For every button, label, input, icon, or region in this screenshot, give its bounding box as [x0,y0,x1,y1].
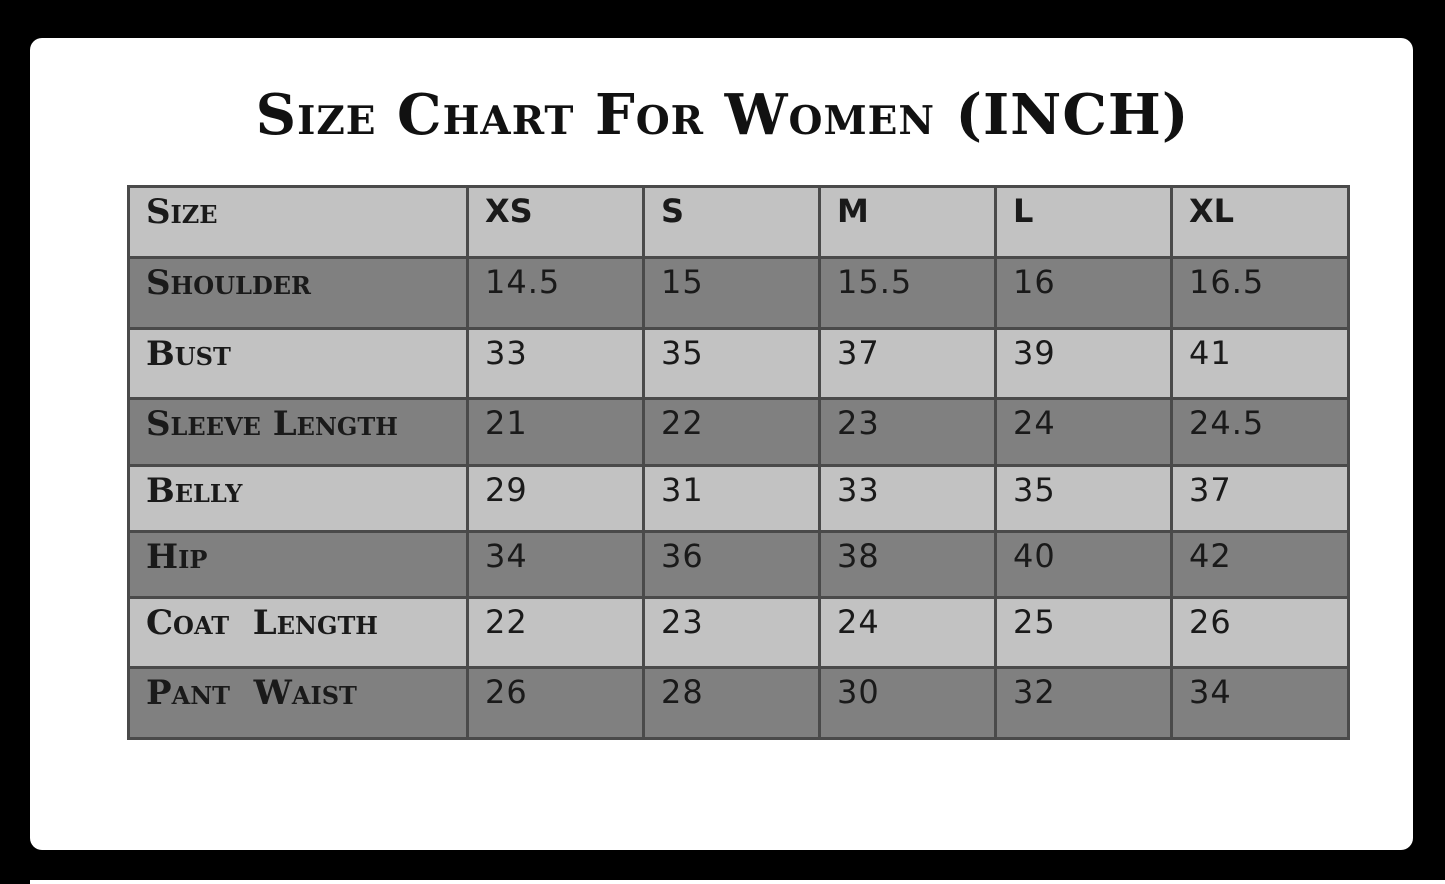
row-label: Shoulder [127,256,469,330]
value-cell: 37 [1170,464,1350,533]
value-cell: 41 [1170,327,1350,400]
value-cell: 24 [994,397,1173,467]
value-cell: 31 [642,464,821,533]
table-row: Pant Waist 26 28 30 32 34 [127,666,1350,740]
value-cell: 40 [994,530,1173,599]
value-cell: 38 [818,530,997,599]
value-cell: 15 [642,256,821,330]
table-row: Sleeve Length 21 22 23 24 24.5 [127,397,1350,467]
value-cell: 30 [818,666,997,740]
value-cell: 36 [642,530,821,599]
value-cell: 33 [818,464,997,533]
value-cell: 33 [466,327,645,400]
header-cell: XL [1170,185,1350,259]
value-cell: 21 [466,397,645,467]
header-cell: M [818,185,997,259]
value-cell: 14.5 [466,256,645,330]
value-cell: 22 [466,596,645,669]
header-row: Size XS S M L XL [127,185,1350,259]
chart-title: Size Chart For Women (INCH) [255,82,1190,148]
value-cell: 25 [994,596,1173,669]
table-row: Belly 29 31 33 35 37 [127,464,1350,533]
bottom-strip [30,880,1445,884]
size-table: Size XS S M L XL Shoulder 14.5 15 15.5 16 16.5 Bust 3… [127,185,1350,740]
value-cell: 26 [466,666,645,740]
value-cell: 37 [818,327,997,400]
header-cell: L [994,185,1173,259]
table-row: Bust 33 35 37 39 41 [127,327,1350,400]
row-label: Sleeve Length [127,397,469,467]
value-cell: 35 [642,327,821,400]
value-cell: 34 [466,530,645,599]
value-cell: 42 [1170,530,1350,599]
value-cell: 34 [1170,666,1350,740]
value-cell: 24 [818,596,997,669]
header-cell: XS [466,185,645,259]
value-cell: 39 [994,327,1173,400]
value-cell: 23 [818,397,997,467]
value-cell: 24.5 [1170,397,1350,467]
row-label: Hip [127,530,469,599]
header-cell: S [642,185,821,259]
header-cell-size: Size [127,185,469,259]
value-cell: 22 [642,397,821,467]
value-cell: 26 [1170,596,1350,669]
value-cell: 15.5 [818,256,997,330]
value-cell: 29 [466,464,645,533]
table-row: Coat Length 22 23 24 25 26 [127,596,1350,669]
row-label: Pant Waist [127,666,469,740]
value-cell: 16.5 [1170,256,1350,330]
row-label: Coat Length [127,596,469,669]
value-cell: 23 [642,596,821,669]
table-row: Shoulder 14.5 15 15.5 16 16.5 [127,256,1350,330]
value-cell: 28 [642,666,821,740]
row-label: Belly [127,464,469,533]
row-label: Bust [127,327,469,400]
table-row: Hip 34 36 38 40 42 [127,530,1350,599]
value-cell: 32 [994,666,1173,740]
value-cell: 16 [994,256,1173,330]
value-cell: 35 [994,464,1173,533]
